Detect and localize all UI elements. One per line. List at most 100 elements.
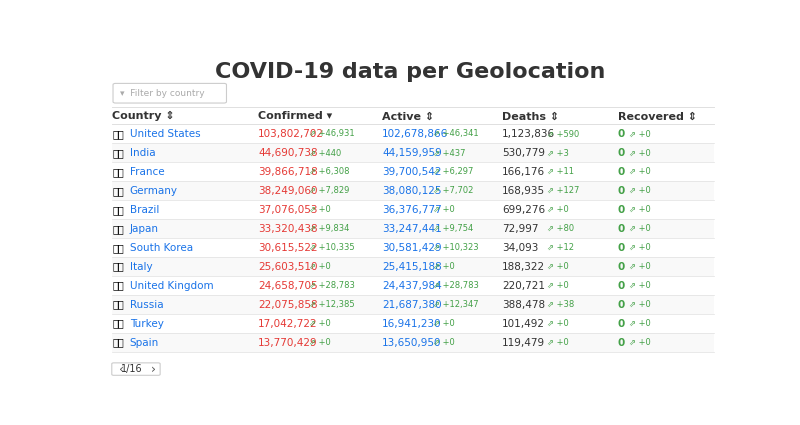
Text: ⇗ +10,323: ⇗ +10,323: [433, 243, 478, 252]
Text: ⇗ +6,297: ⇗ +6,297: [433, 167, 474, 176]
Text: France: France: [130, 167, 164, 177]
Text: ⇗ +0: ⇗ +0: [433, 338, 454, 347]
Text: Brazil: Brazil: [130, 205, 159, 215]
Text: 0: 0: [618, 148, 625, 158]
Text: 72,997: 72,997: [502, 224, 538, 234]
Text: Country ⇕: Country ⇕: [112, 111, 175, 122]
Text: ⇗ +0: ⇗ +0: [309, 205, 330, 214]
Text: 🇮🇳: 🇮🇳: [112, 148, 124, 158]
Text: 17,042,722: 17,042,722: [258, 319, 318, 329]
Text: ⇗ +0: ⇗ +0: [547, 281, 569, 290]
Text: Japan: Japan: [130, 224, 158, 234]
Text: Deaths ⇕: Deaths ⇕: [502, 111, 559, 122]
Text: 🇬🇧: 🇬🇧: [112, 280, 124, 291]
Text: 33,320,438: 33,320,438: [258, 224, 318, 234]
Text: ⇗ +0: ⇗ +0: [309, 262, 330, 271]
Text: 24,437,984: 24,437,984: [382, 280, 442, 291]
Text: ⇗ +440: ⇗ +440: [309, 148, 341, 157]
Text: Germany: Germany: [130, 186, 178, 196]
Bar: [112, 219, 714, 238]
Text: ⇗ +0: ⇗ +0: [629, 338, 650, 347]
Text: 36,376,777: 36,376,777: [382, 205, 442, 215]
Text: 22,075,858: 22,075,858: [258, 300, 318, 310]
Text: Confirmed ▾: Confirmed ▾: [258, 111, 332, 122]
Text: ⇗ +0: ⇗ +0: [629, 167, 650, 176]
Text: 0: 0: [618, 167, 625, 177]
Bar: [112, 257, 714, 276]
Text: United States: United States: [130, 129, 200, 139]
Text: Russia: Russia: [130, 300, 163, 310]
Bar: [112, 295, 714, 314]
Text: ⇗ +0: ⇗ +0: [629, 319, 650, 328]
Text: ⇗ +0: ⇗ +0: [309, 338, 330, 347]
Text: 16,941,230: 16,941,230: [382, 319, 442, 329]
Text: ⇗ +12,385: ⇗ +12,385: [309, 300, 354, 309]
Text: 25,603,510: 25,603,510: [258, 262, 318, 272]
Text: 🇹🇷: 🇹🇷: [112, 319, 124, 329]
Text: ⇗ +0: ⇗ +0: [629, 186, 650, 195]
Text: 39,700,542: 39,700,542: [382, 167, 442, 177]
Text: 0: 0: [618, 186, 625, 196]
Text: 0: 0: [618, 337, 625, 348]
Text: ⇗ +12: ⇗ +12: [547, 243, 574, 252]
Text: 0: 0: [618, 129, 625, 139]
Text: Active ⇕: Active ⇕: [382, 111, 434, 122]
Text: 0: 0: [618, 205, 625, 215]
Text: ⇗ +437: ⇗ +437: [433, 148, 466, 157]
Text: ▾  Filter by country: ▾ Filter by country: [121, 89, 205, 98]
Text: 168,935: 168,935: [502, 186, 545, 196]
Text: ‹: ‹: [118, 363, 123, 376]
Text: 102,678,866: 102,678,866: [382, 129, 448, 139]
Text: 388,478: 388,478: [502, 300, 545, 310]
Text: ⇗ +9,754: ⇗ +9,754: [433, 224, 473, 233]
Text: 37,076,053: 37,076,053: [258, 205, 318, 215]
Text: 🇯🇵: 🇯🇵: [112, 224, 124, 234]
Text: 0: 0: [618, 243, 625, 253]
Text: 34,093: 34,093: [502, 243, 538, 253]
Text: 44,690,738: 44,690,738: [258, 148, 318, 158]
Text: 38,080,125: 38,080,125: [382, 186, 442, 196]
Text: ⇗ +0: ⇗ +0: [433, 319, 454, 328]
Text: ⇗ +10,335: ⇗ +10,335: [309, 243, 354, 252]
Text: ⇗ +0: ⇗ +0: [433, 205, 454, 214]
Text: 103,802,702: 103,802,702: [258, 129, 324, 139]
Text: COVID-19 data per Geolocation: COVID-19 data per Geolocation: [215, 62, 605, 82]
Text: ⇗ +0: ⇗ +0: [629, 281, 650, 290]
Text: ⇗ +28,783: ⇗ +28,783: [309, 281, 355, 290]
Text: 🇫🇷: 🇫🇷: [112, 167, 124, 177]
Text: ⇗ +12,347: ⇗ +12,347: [433, 300, 478, 309]
Text: 0: 0: [618, 262, 625, 272]
Text: ⇗ +38: ⇗ +38: [547, 300, 574, 309]
Text: 33,247,441: 33,247,441: [382, 224, 442, 234]
Text: 119,479: 119,479: [502, 337, 545, 348]
Text: 0: 0: [618, 300, 625, 310]
Text: 0: 0: [618, 224, 625, 234]
Text: 🇮🇹: 🇮🇹: [112, 262, 124, 272]
Text: 24,658,705: 24,658,705: [258, 280, 318, 291]
Text: ⇗ +0: ⇗ +0: [547, 319, 569, 328]
Text: ⇗ +0: ⇗ +0: [629, 300, 650, 309]
Text: ⇗ +28,783: ⇗ +28,783: [433, 281, 479, 290]
Text: 🇩🇪: 🇩🇪: [112, 186, 124, 196]
Text: ⇗ +0: ⇗ +0: [629, 262, 650, 271]
Text: 🇺🇸: 🇺🇸: [112, 129, 124, 139]
Text: 530,779: 530,779: [502, 148, 545, 158]
Text: ⇗ +6,308: ⇗ +6,308: [309, 167, 350, 176]
Text: 13,650,950: 13,650,950: [382, 337, 442, 348]
Text: ⇗ +7,702: ⇗ +7,702: [433, 186, 474, 195]
Text: Turkey: Turkey: [130, 319, 164, 329]
Text: 1,123,836: 1,123,836: [502, 129, 555, 139]
Text: ⇗ +3: ⇗ +3: [547, 148, 569, 157]
Text: ⇗ +46,931: ⇗ +46,931: [309, 129, 354, 138]
Text: India: India: [130, 148, 155, 158]
Text: 🇷🇺: 🇷🇺: [112, 300, 124, 310]
Text: 13,770,429: 13,770,429: [258, 337, 318, 348]
Text: ⇗ +0: ⇗ +0: [547, 205, 569, 214]
Text: ⇗ +0: ⇗ +0: [629, 224, 650, 233]
Text: 101,492: 101,492: [502, 319, 545, 329]
Text: Spain: Spain: [130, 337, 159, 348]
Text: ⇗ +0: ⇗ +0: [547, 262, 569, 271]
Text: 0: 0: [618, 319, 625, 329]
Text: 30,581,429: 30,581,429: [382, 243, 442, 253]
Text: ⇗ +0: ⇗ +0: [309, 319, 330, 328]
